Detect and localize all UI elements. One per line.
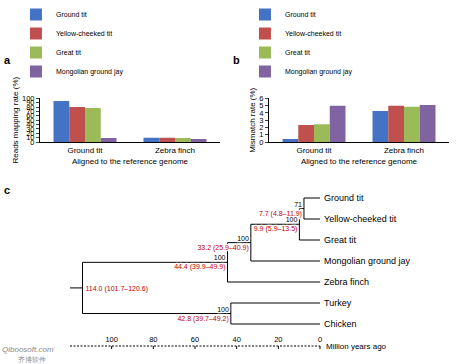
svg-text:100: 100 bbox=[22, 94, 35, 103]
svg-text:44.4 (39.9–49.9): 44.4 (39.9–49.9) bbox=[174, 263, 225, 271]
svg-text:60: 60 bbox=[191, 335, 199, 344]
svg-text:Ground tit: Ground tit bbox=[56, 11, 87, 18]
svg-text:114.0 (101.7–120.6): 114.0 (101.7–120.6) bbox=[86, 285, 149, 293]
svg-text:9.9 (5.9–13.5): 9.9 (5.9–13.5) bbox=[254, 225, 298, 233]
svg-text:Mongolian ground jay: Mongolian ground jay bbox=[56, 68, 123, 76]
svg-text:30: 30 bbox=[26, 125, 34, 134]
svg-text:Million years ago: Million years ago bbox=[326, 342, 387, 351]
svg-text:c: c bbox=[4, 184, 10, 196]
svg-text:20: 20 bbox=[274, 335, 282, 344]
svg-text:6: 6 bbox=[259, 94, 263, 103]
svg-text:80: 80 bbox=[26, 103, 34, 112]
svg-text:Ground tit: Ground tit bbox=[324, 193, 364, 203]
svg-text:80: 80 bbox=[149, 335, 157, 344]
svg-text:10: 10 bbox=[26, 133, 34, 142]
svg-text:Great tit: Great tit bbox=[285, 49, 310, 56]
svg-text:40: 40 bbox=[232, 335, 240, 344]
svg-text:100: 100 bbox=[214, 254, 226, 261]
svg-text:5: 5 bbox=[259, 101, 263, 110]
svg-text:Zebra finch: Zebra finch bbox=[324, 277, 369, 287]
svg-text:Ground tit: Ground tit bbox=[285, 11, 316, 18]
svg-text:Qiboosoft.com: Qiboosoft.com bbox=[2, 345, 54, 354]
svg-text:100: 100 bbox=[217, 306, 229, 313]
svg-text:Aligned to the reference genom: Aligned to the reference genome bbox=[72, 157, 189, 166]
svg-text:50: 50 bbox=[26, 116, 34, 125]
svg-text:42.8 (39.7–49.2): 42.8 (39.7–49.2) bbox=[177, 315, 228, 323]
svg-text:0: 0 bbox=[259, 138, 263, 147]
svg-text:100: 100 bbox=[105, 335, 118, 344]
svg-text:20: 20 bbox=[26, 129, 34, 138]
svg-text:Yellow-cheeked tit: Yellow-cheeked tit bbox=[324, 214, 397, 224]
svg-text:0: 0 bbox=[318, 335, 322, 344]
svg-text:b: b bbox=[233, 54, 240, 66]
svg-text:100: 100 bbox=[286, 216, 298, 223]
svg-text:2: 2 bbox=[259, 123, 263, 132]
svg-text:Zebra finch: Zebra finch bbox=[155, 146, 195, 155]
svg-text:0: 0 bbox=[30, 138, 34, 147]
svg-text:70: 70 bbox=[26, 107, 34, 116]
svg-text:60: 60 bbox=[26, 111, 34, 120]
svg-text:Mongolian ground jay: Mongolian ground jay bbox=[285, 68, 352, 76]
svg-text:Ground tit: Ground tit bbox=[296, 146, 332, 155]
svg-text:Aligned to the reference genom: Aligned to the reference genome bbox=[301, 157, 418, 166]
svg-text:Zebra finch: Zebra finch bbox=[384, 146, 424, 155]
svg-text:a: a bbox=[4, 54, 11, 66]
svg-text:90: 90 bbox=[26, 98, 34, 107]
svg-text:Yellow-cheeked tit: Yellow-cheeked tit bbox=[56, 30, 112, 37]
svg-text:Reads mapping rate (%): Reads mapping rate (%) bbox=[11, 77, 20, 164]
svg-text:40: 40 bbox=[26, 120, 34, 129]
svg-text:3: 3 bbox=[259, 116, 263, 125]
svg-text:Mongolian ground jay: Mongolian ground jay bbox=[324, 256, 411, 266]
svg-text:Chicken: Chicken bbox=[324, 319, 357, 329]
svg-text:100: 100 bbox=[237, 235, 249, 242]
svg-text:4: 4 bbox=[259, 109, 263, 118]
svg-text:Turkey: Turkey bbox=[324, 298, 352, 308]
svg-text:33.2 (25.9–40.9): 33.2 (25.9–40.9) bbox=[197, 244, 248, 252]
svg-text:齐博软件: 齐博软件 bbox=[18, 356, 46, 364]
svg-text:71: 71 bbox=[294, 201, 302, 208]
svg-text:Great tit: Great tit bbox=[324, 235, 357, 245]
svg-text:7.7 (4.8–11.9): 7.7 (4.8–11.9) bbox=[258, 209, 302, 217]
svg-text:Ground tit: Ground tit bbox=[67, 146, 103, 155]
svg-text:1: 1 bbox=[259, 130, 263, 139]
svg-text:Great tit: Great tit bbox=[56, 49, 81, 56]
svg-text:Yellow-cheeked tit: Yellow-cheeked tit bbox=[285, 30, 341, 37]
svg-text:Mismatch rate (%): Mismatch rate (%) bbox=[248, 87, 257, 152]
